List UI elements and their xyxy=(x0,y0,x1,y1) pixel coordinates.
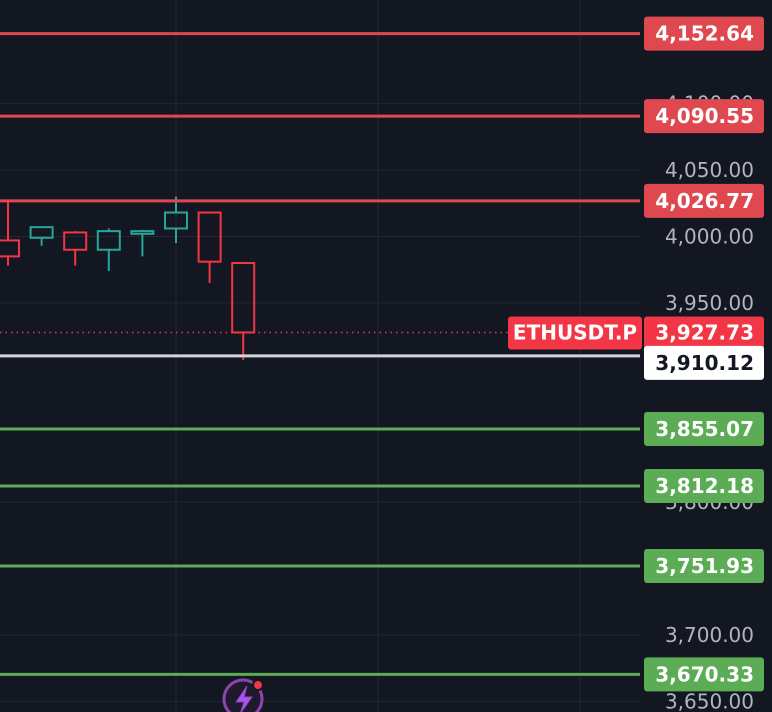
resistance-tag: 4,026.77 xyxy=(644,183,764,218)
candle xyxy=(164,196,188,244)
notification-dot xyxy=(252,679,264,691)
y-tick-label: 4,000.00 xyxy=(665,224,754,248)
candle xyxy=(130,229,155,257)
candle xyxy=(63,231,88,266)
candle xyxy=(0,201,20,266)
symbol-label[interactable]: ETHUSDT.P xyxy=(508,316,642,350)
price-levels xyxy=(0,32,640,676)
candle-body xyxy=(197,211,222,263)
candles xyxy=(0,196,256,360)
crosshair-price-tag: 3,910.12 xyxy=(644,345,764,380)
symbol-label-bg xyxy=(508,316,642,350)
support-tag-bg xyxy=(644,411,764,446)
resistance-tag-bg xyxy=(644,99,764,134)
support-tag-bg xyxy=(644,548,764,583)
resistance-tag-text: 4,026.77 xyxy=(655,189,754,213)
candle xyxy=(29,226,54,246)
resistance-tag: 4,090.55 xyxy=(644,99,764,134)
support-tag-text: 3,670.33 xyxy=(655,662,754,686)
support-tag: 3,670.33 xyxy=(644,657,764,692)
y-tick-label: 3,650.00 xyxy=(665,689,754,712)
crosshair-price-tag-bg xyxy=(644,345,764,380)
y-tick-label: 4,050.00 xyxy=(665,158,754,182)
candle-body xyxy=(0,239,20,258)
lightning-bolt-icon[interactable] xyxy=(222,678,264,712)
candle xyxy=(197,211,222,283)
support-tag-bg xyxy=(644,657,764,692)
candle xyxy=(96,228,121,271)
candle-body xyxy=(63,231,88,251)
support-tag: 3,855.07 xyxy=(644,411,764,446)
support-tag: 3,812.18 xyxy=(644,468,764,503)
y-tick-label: 3,950.00 xyxy=(665,291,754,315)
support-tag-text: 3,812.18 xyxy=(655,474,754,498)
price-tags: 4,152.64 4,090.55 4,026.77 3,855.07 3,812.18… xyxy=(508,16,764,692)
resistance-tag-text: 4,090.55 xyxy=(655,104,754,128)
last-price-text: 3,927.73 xyxy=(655,320,754,344)
resistance-tag-bg xyxy=(644,16,764,51)
symbol-label-text: ETHUSDT.P xyxy=(513,320,637,344)
resistance-tag: 4,152.64 xyxy=(644,16,764,51)
support-tag: 3,751.93 xyxy=(644,548,764,583)
resistance-tag-text: 4,152.64 xyxy=(655,22,754,46)
support-tag-text: 3,751.93 xyxy=(655,554,754,578)
support-tag-bg xyxy=(644,468,764,503)
resistance-tag-bg xyxy=(644,183,764,218)
crosshair-price-tag-text: 3,910.12 xyxy=(655,351,754,375)
candle-body xyxy=(164,211,188,230)
candle-body xyxy=(130,230,155,235)
candle-body xyxy=(29,226,54,239)
candle-body xyxy=(231,262,256,334)
candle-body xyxy=(96,230,121,251)
grid-lines xyxy=(0,0,640,712)
candle xyxy=(231,262,256,360)
support-tag-text: 3,855.07 xyxy=(655,417,754,441)
y-tick-label: 3,700.00 xyxy=(665,623,754,647)
